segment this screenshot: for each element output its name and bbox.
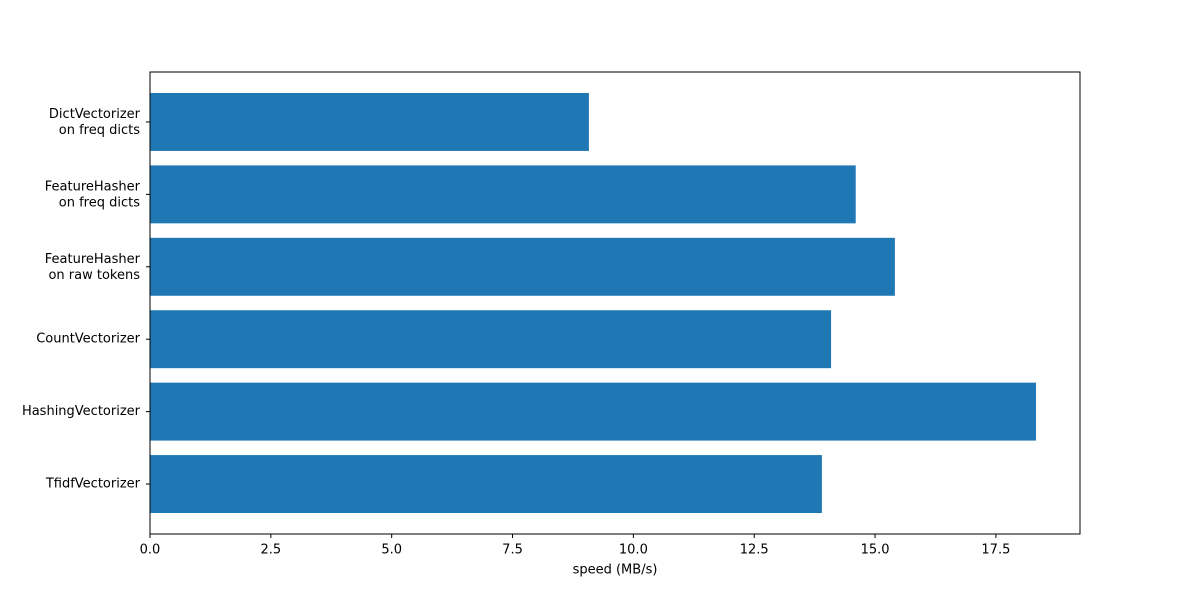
x-tick-label: 7.5 (502, 543, 523, 558)
x-tick-label: 10.0 (619, 543, 648, 558)
y-tick-label: CountVectorizer (36, 332, 140, 347)
y-tick-label: FeatureHasher on raw tokens (45, 251, 141, 282)
x-tick-label: 17.5 (981, 543, 1010, 558)
y-tick-label: TfidfVectorizer (45, 477, 141, 492)
y-tick-label: HashingVectorizer (22, 404, 141, 419)
bar (150, 382, 1037, 441)
x-tick-label: 0.0 (140, 543, 161, 558)
bar (150, 93, 589, 151)
bar (150, 455, 822, 513)
plot-frame (149, 71, 1081, 535)
x-tick-label: 2.5 (260, 543, 281, 558)
x-axis-label: speed (MB/s) (573, 563, 658, 578)
y-tick-label: DictVectorizer on freq dicts (49, 106, 141, 137)
bar (150, 165, 856, 224)
bar (150, 310, 832, 369)
x-tick-label: 15.0 (861, 543, 890, 558)
y-tick-label: FeatureHasher on freq dicts (45, 179, 141, 210)
x-tick-label: 12.5 (740, 543, 769, 558)
x-tick-label: 5.0 (381, 543, 402, 558)
bar (150, 237, 895, 296)
